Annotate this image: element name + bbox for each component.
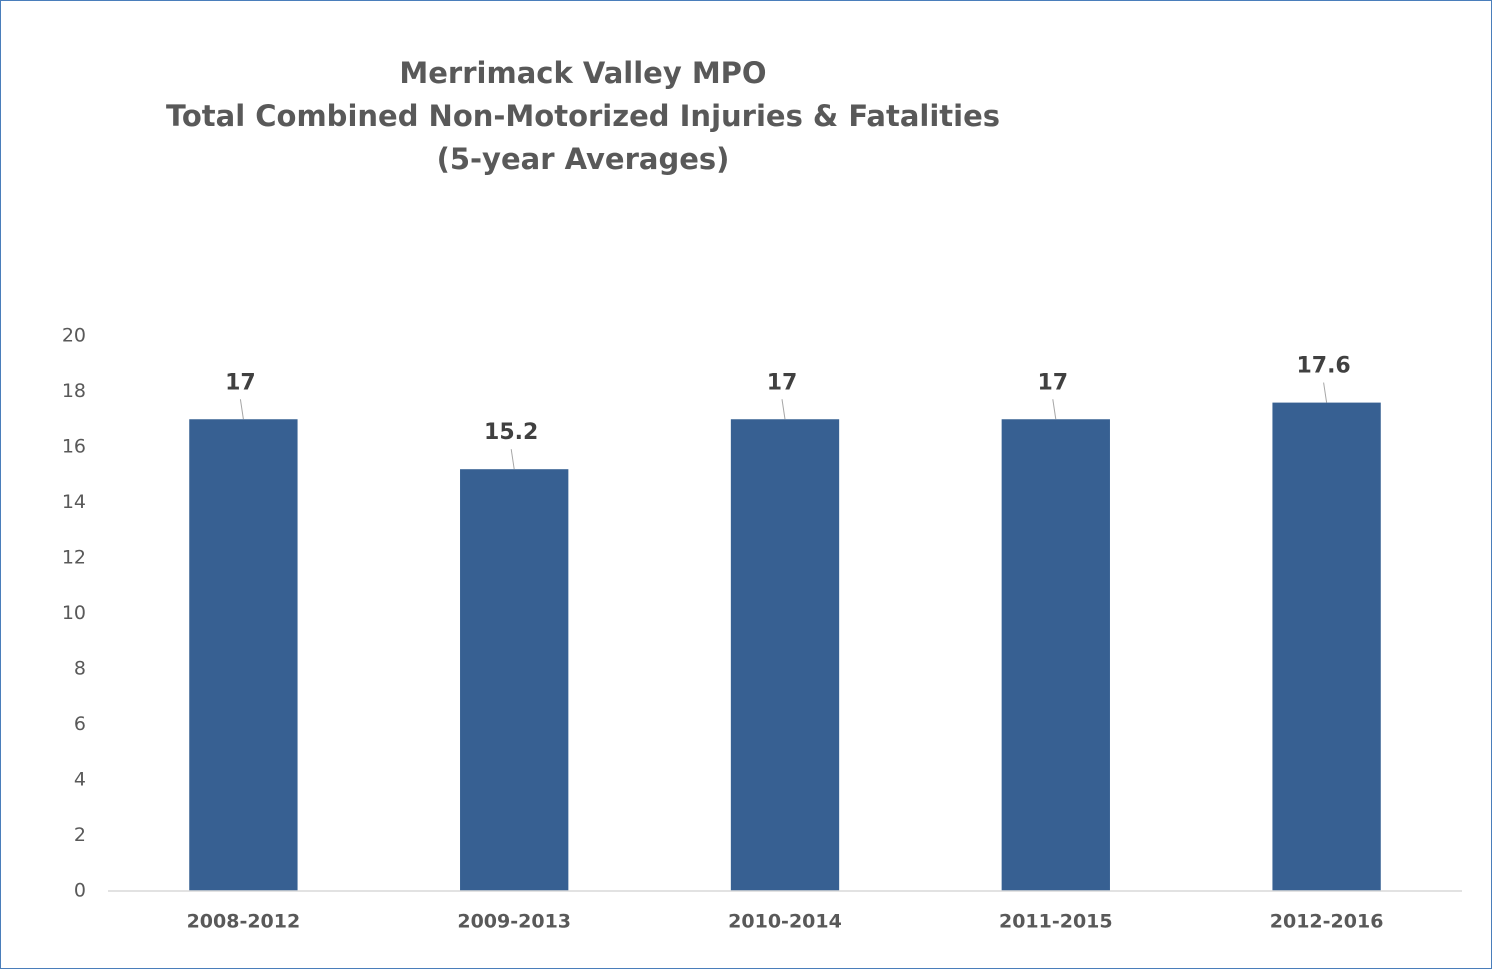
x-tick-label: 2011-2015 <box>999 911 1113 933</box>
y-tick-label: 10 <box>62 602 86 624</box>
leader-line <box>1052 399 1057 420</box>
leader-line <box>239 399 244 420</box>
leader-line <box>1323 382 1328 403</box>
bar <box>1001 419 1110 891</box>
x-tick-label: 2009-2013 <box>457 911 571 933</box>
y-tick-label: 6 <box>74 713 86 735</box>
bar <box>1272 402 1381 891</box>
x-tick-label: 2010-2014 <box>728 911 842 933</box>
bar <box>460 469 569 891</box>
data-label: 17 <box>1037 370 1068 395</box>
y-tick-label: 18 <box>62 380 86 402</box>
data-label: 17 <box>225 370 256 395</box>
y-tick-label: 12 <box>62 547 86 569</box>
y-tick-label: 16 <box>62 436 86 458</box>
data-label: 17 <box>767 370 798 395</box>
y-tick-label: 4 <box>74 769 86 791</box>
leader-line <box>781 399 786 420</box>
data-label: 17.6 <box>1296 354 1350 379</box>
x-tick-label: 2012-2016 <box>1270 911 1384 933</box>
bar <box>189 419 298 891</box>
y-tick-label: 0 <box>74 880 86 902</box>
chart-title: Total Combined Non-Motorized Injuries & … <box>166 99 1000 133</box>
x-tick-label: 2008-2012 <box>187 911 301 933</box>
bar <box>730 419 840 891</box>
y-tick-label: 8 <box>74 658 86 680</box>
y-tick-label: 20 <box>62 325 86 347</box>
leader-line <box>510 449 515 470</box>
chart-title: Merrimack Valley MPO <box>399 56 766 90</box>
data-label: 15.2 <box>484 420 538 445</box>
chart-title: (5-year Averages) <box>437 142 730 176</box>
y-tick-label: 14 <box>62 491 86 513</box>
y-tick-label: 2 <box>74 824 86 846</box>
